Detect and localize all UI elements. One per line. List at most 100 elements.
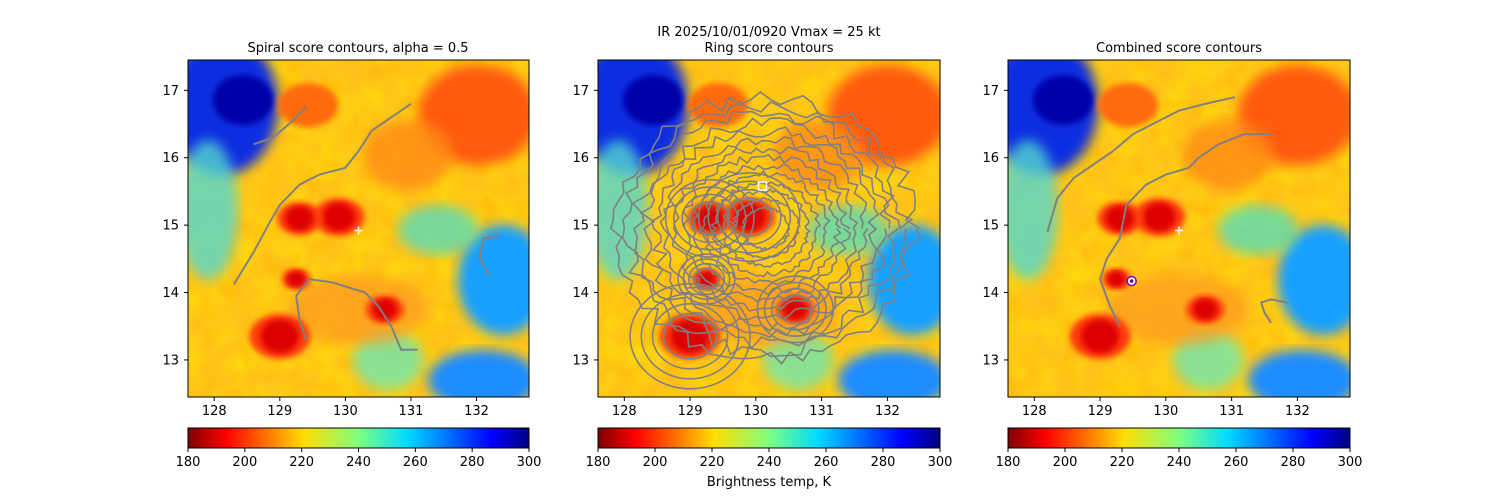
score-contour — [295, 278, 418, 351]
colorbar-tick-label: 220 — [289, 455, 314, 470]
y-tick-label: 13 — [162, 353, 179, 368]
y-tick-label: 15 — [162, 219, 179, 234]
y-tick-label: 17 — [162, 84, 179, 99]
figure-suptitle: IR 2025/10/01/0920 Vmax = 25 kt — [657, 25, 880, 40]
colorbar-tick-label: 300 — [1338, 455, 1363, 470]
y-tick-label: 14 — [162, 286, 179, 301]
clear-sky-s — [1173, 330, 1243, 390]
colorbar-tick-label: 220 — [700, 455, 725, 470]
ir-field — [1008, 60, 1350, 397]
score-contour — [478, 234, 500, 277]
x-tick-label: 128 — [612, 404, 637, 419]
x-tick-label: 130 — [333, 404, 358, 419]
colorbar-tick-label: 300 — [517, 455, 542, 470]
x-tick-label: 128 — [202, 404, 227, 419]
cloud-n — [688, 83, 748, 127]
ring-contour — [741, 206, 791, 251]
x-tick-label: 129 — [678, 404, 703, 419]
y-tick-label: 17 — [982, 84, 999, 99]
y-tick-label: 17 — [572, 84, 589, 99]
ring-contour — [631, 110, 901, 350]
cold-core — [285, 205, 314, 231]
clear-sky-c — [1218, 205, 1298, 255]
y-tick-label: 13 — [572, 353, 589, 368]
clear-sky-w — [188, 140, 238, 280]
ring-contour — [659, 136, 869, 321]
clear-sky-s — [353, 330, 423, 390]
y-tick-label: 15 — [572, 219, 589, 234]
colorbar-gradient — [188, 428, 529, 448]
y-tick-label: 16 — [982, 151, 999, 166]
colorbar-tick-label: 260 — [814, 455, 839, 470]
x-tick-label: 132 — [464, 404, 489, 419]
cold-core — [1105, 205, 1134, 231]
center-plus-marker — [1175, 226, 1183, 235]
x-tick-label: 128 — [1022, 404, 1047, 419]
y-tick-label: 16 — [162, 151, 179, 166]
cold-core — [260, 319, 299, 354]
colorbar-tick-label: 200 — [232, 455, 257, 470]
core-contour — [693, 267, 720, 291]
x-tick-label: 132 — [875, 404, 900, 419]
ring-contour — [671, 145, 859, 312]
clear-sky-nw-core — [1033, 75, 1093, 125]
core-contour — [697, 172, 801, 263]
core-contour — [763, 281, 827, 338]
score-contour — [1046, 96, 1236, 233]
ring-contour — [621, 100, 914, 358]
ir-field — [188, 60, 529, 397]
axes-frame — [597, 59, 941, 398]
clear-sky-c — [808, 205, 888, 255]
core-contour — [682, 258, 731, 300]
colorbar-tick-label: 240 — [1167, 455, 1192, 470]
cold-core — [322, 202, 355, 232]
y-tick-label: 13 — [982, 353, 999, 368]
cloud-c — [1183, 120, 1273, 190]
clear-sky-se — [838, 350, 940, 397]
y-tick-label: 15 — [982, 219, 999, 234]
cloud-c — [363, 120, 453, 190]
core-contour — [677, 253, 736, 305]
core-contour — [673, 186, 747, 251]
cold-core — [1080, 319, 1120, 354]
core-contour — [663, 313, 718, 360]
ring-contour — [650, 126, 880, 332]
cold-core — [287, 271, 306, 288]
center-plus-marker — [354, 226, 363, 235]
center-circle-dot — [1129, 279, 1134, 283]
x-tick-label: 131 — [399, 404, 424, 419]
colorbar-tick-label: 180 — [176, 455, 201, 470]
clear-sky-nw-core — [623, 75, 683, 125]
colorbar-tick-label: 180 — [996, 455, 1021, 470]
score-contour — [1260, 298, 1288, 324]
cloud-n — [278, 83, 338, 127]
score-contour — [253, 106, 307, 146]
ring-contour — [690, 163, 842, 296]
colorbar-ring: 180 200 220 240 260 280 300 — [586, 427, 952, 470]
colorbar-tick-label: 240 — [757, 455, 782, 470]
core-contour — [689, 201, 730, 236]
panel-combined: Combined score contours 128 129 130 131 132 1… — [982, 41, 1351, 419]
axes-frame — [1007, 59, 1351, 398]
core-contour — [777, 294, 813, 325]
panel-ring: Ring score contours 128 129 130 131 132 13 14 1… — [572, 41, 941, 419]
ir-field — [598, 60, 940, 397]
core-contour — [681, 193, 739, 244]
panel-title: Ring score contours — [704, 41, 833, 56]
score-contour — [233, 102, 412, 285]
cloud-s — [288, 275, 428, 345]
x-tick-label: 130 — [743, 404, 768, 419]
cold-core — [1143, 202, 1176, 232]
x-tick-label: 131 — [1219, 404, 1244, 419]
colorbar-combined: 180 200 220 240 260 280 300 — [996, 427, 1363, 470]
clear-sky-w — [1008, 140, 1058, 280]
ring-contour — [610, 90, 922, 365]
core-contour — [716, 188, 782, 246]
colorbar-tick-label: 260 — [403, 455, 428, 470]
cold-core — [1107, 271, 1126, 288]
y-tick-label: 16 — [572, 151, 589, 166]
clear-sky-e — [1278, 225, 1350, 335]
x-tick-label: 132 — [1285, 404, 1310, 419]
x-tick-label: 129 — [1088, 404, 1113, 419]
y-tick-label: 14 — [982, 286, 999, 301]
